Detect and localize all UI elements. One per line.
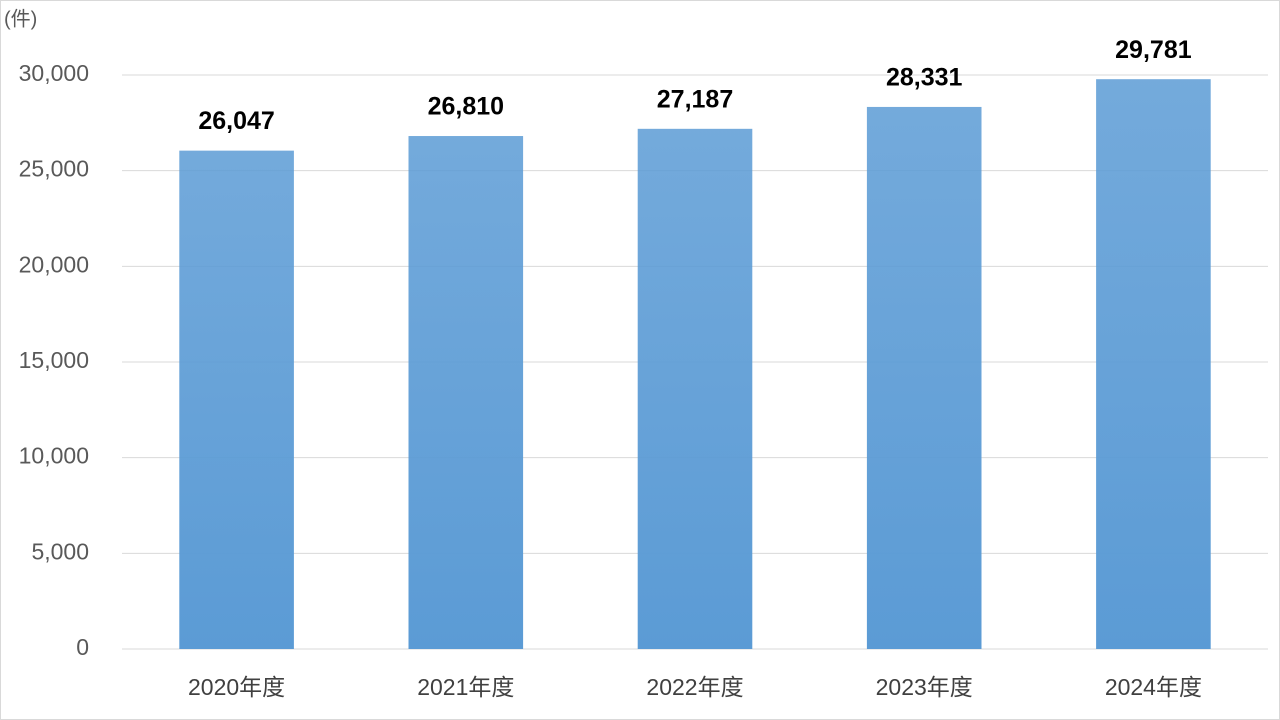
value-label: 26,047 xyxy=(198,107,274,135)
y-tick-label: 15,000 xyxy=(19,347,89,373)
y-tick-label: 10,000 xyxy=(19,443,89,469)
y-tick-label: 5,000 xyxy=(31,538,89,564)
x-tick-label: 2023年度 xyxy=(876,674,973,700)
x-tick-label: 2020年度 xyxy=(188,674,285,700)
x-tick-label: 2021年度 xyxy=(417,674,514,700)
bar xyxy=(1096,79,1211,650)
bar xyxy=(408,136,524,649)
y-tick-label: 0 xyxy=(76,634,89,660)
x-tick-label: 2024年度 xyxy=(1105,674,1202,700)
value-label: 28,331 xyxy=(886,64,963,92)
bar xyxy=(866,106,982,649)
bar xyxy=(179,150,294,649)
y-tick-label: 30,000 xyxy=(19,60,89,86)
value-label: 27,187 xyxy=(657,85,733,113)
y-tick-label: 25,000 xyxy=(19,156,89,182)
y-tick-label: 20,000 xyxy=(19,251,89,277)
x-tick-label: 2022年度 xyxy=(646,674,743,700)
unit-label: (件) xyxy=(4,7,37,30)
value-label: 29,781 xyxy=(1115,36,1192,64)
value-label: 26,810 xyxy=(428,93,504,121)
bar xyxy=(637,128,753,649)
